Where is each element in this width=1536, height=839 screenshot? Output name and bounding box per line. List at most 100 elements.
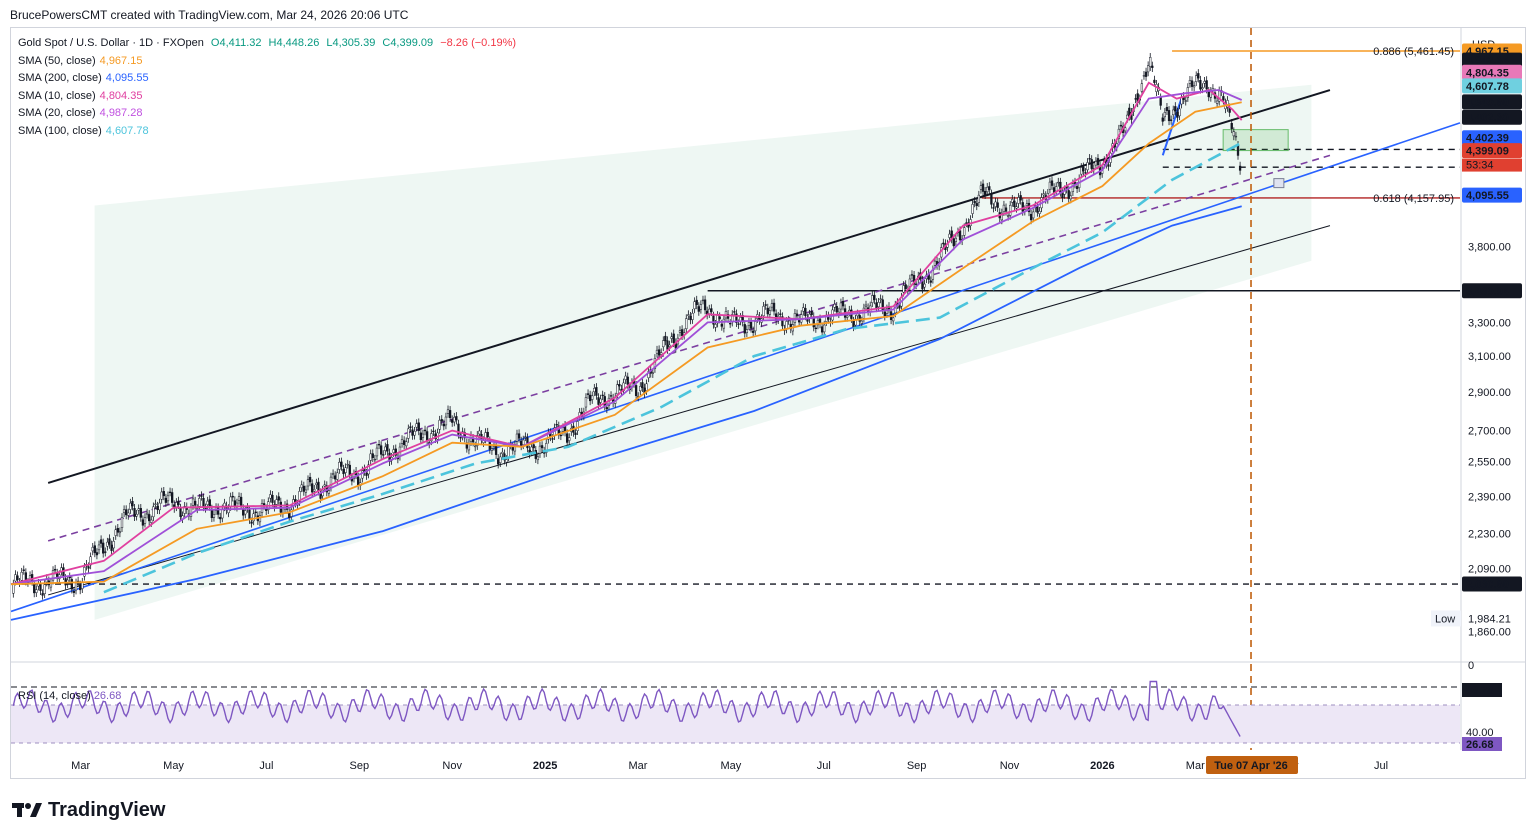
candle-body: [1149, 57, 1152, 67]
candle: [743, 320, 746, 338]
candle-body: [285, 503, 289, 510]
candle: [384, 442, 387, 455]
low-value-text: 1,984.21: [1468, 613, 1511, 625]
candle-body: [1222, 96, 1225, 101]
candle: [125, 505, 128, 520]
candle-body: [373, 458, 377, 461]
price-label-bg: [1462, 143, 1522, 159]
candle-body: [490, 448, 494, 451]
candle-body: [342, 468, 345, 475]
tradingview-logo[interactable]: TradingView: [12, 797, 165, 823]
candle-body: [1192, 85, 1196, 88]
rsi-legend[interactable]: RSI (14, close) 26.68: [18, 690, 121, 702]
candle-body: [497, 458, 500, 465]
candle-body: [747, 321, 751, 326]
candle-body: [996, 202, 999, 208]
candle-body: [229, 496, 232, 507]
candle: [703, 295, 707, 315]
candle: [277, 492, 280, 505]
candle-body: [68, 576, 71, 579]
candle: [729, 318, 732, 328]
y-tick-label: 3,800.00: [1468, 241, 1511, 253]
candle-body: [162, 491, 165, 497]
sma-series-line: [103, 141, 1243, 594]
candle: [1176, 107, 1179, 122]
candle: [1032, 207, 1035, 223]
candle: [1019, 191, 1022, 205]
candle: [139, 504, 142, 522]
x-tick-label: May: [163, 760, 184, 772]
chart-canvas[interactable]: 0.886 (5,461.45) 0.618 (4,157.95) 1,860.00…: [0, 0, 1536, 790]
sma-label: SMA (100, close): [18, 124, 102, 137]
candle: [405, 437, 408, 451]
candle: [517, 429, 521, 443]
price-label-text: 4,402.39: [1466, 133, 1509, 145]
candle: [601, 390, 604, 401]
price-label-text: 4,399.09: [1466, 146, 1509, 158]
candle-body: [39, 583, 42, 591]
candle: [375, 443, 379, 461]
candle: [770, 299, 774, 312]
candle: [183, 502, 186, 518]
candle: [154, 499, 157, 509]
candle-body: [699, 304, 703, 310]
candle-body: [1190, 80, 1194, 87]
candle: [996, 198, 999, 212]
candle-body: [143, 517, 147, 524]
candle-body: [177, 500, 180, 505]
legend-sma-row[interactable]: SMA (10, close) 4,804.35: [18, 88, 516, 106]
candle-body: [171, 492, 174, 503]
candle-body: [271, 494, 274, 503]
candle: [200, 491, 203, 501]
candle-body: [1042, 193, 1045, 196]
candle-body: [112, 540, 115, 549]
candle-body: [657, 349, 661, 356]
candle: [74, 578, 78, 595]
price-label: 4,402.39: [1462, 109, 1522, 125]
candle-body: [1205, 80, 1208, 90]
candle: [409, 422, 412, 432]
y-tick-label: 2,550.00: [1468, 456, 1511, 468]
price-label-bg: [1462, 52, 1522, 68]
candle-body: [1234, 135, 1238, 138]
candle-body: [53, 568, 57, 571]
candle: [413, 427, 416, 440]
legend-sma-row[interactable]: SMA (20, close) 4,987.28: [18, 105, 516, 123]
candle: [971, 200, 974, 218]
candle: [379, 441, 383, 459]
candle-body: [334, 475, 337, 480]
candle-body: [1015, 206, 1018, 209]
candle-body: [697, 306, 700, 312]
candle-body: [1238, 165, 1242, 171]
candle-body: [1236, 145, 1240, 156]
candle: [1203, 77, 1206, 88]
legend-sma-row[interactable]: SMA (50, close) 4,967.15: [18, 53, 516, 71]
candle-body: [603, 396, 606, 407]
candle-body: [729, 323, 732, 325]
legend-sma-row[interactable]: SMA (200, close) 4,095.55: [18, 70, 516, 88]
candle-body: [1176, 111, 1179, 118]
candle-body: [313, 489, 316, 492]
candle: [116, 523, 119, 537]
candle-body: [448, 410, 452, 418]
candle: [271, 490, 274, 507]
candle-body: [718, 316, 721, 320]
candle: [618, 379, 621, 391]
candle-body: [1188, 80, 1192, 84]
legend-sma-row[interactable]: SMA (100, close) 4,607.78: [18, 123, 516, 141]
candle: [691, 308, 694, 324]
candle: [1174, 102, 1177, 116]
candle: [871, 291, 874, 307]
candle-body: [624, 375, 627, 380]
candle-body: [885, 308, 889, 314]
legend-symbol[interactable]: Gold Spot / U.S. Dollar · 1D · FXOpen: [18, 37, 204, 49]
candle: [965, 218, 968, 228]
candle-body: [977, 194, 981, 203]
candle: [726, 310, 730, 323]
candle-body: [20, 571, 23, 581]
candle-body: [915, 283, 918, 286]
candle: [1025, 199, 1029, 211]
candle: [670, 332, 673, 343]
candle: [689, 311, 692, 325]
rsi-tick: 26.68: [1462, 737, 1502, 751]
